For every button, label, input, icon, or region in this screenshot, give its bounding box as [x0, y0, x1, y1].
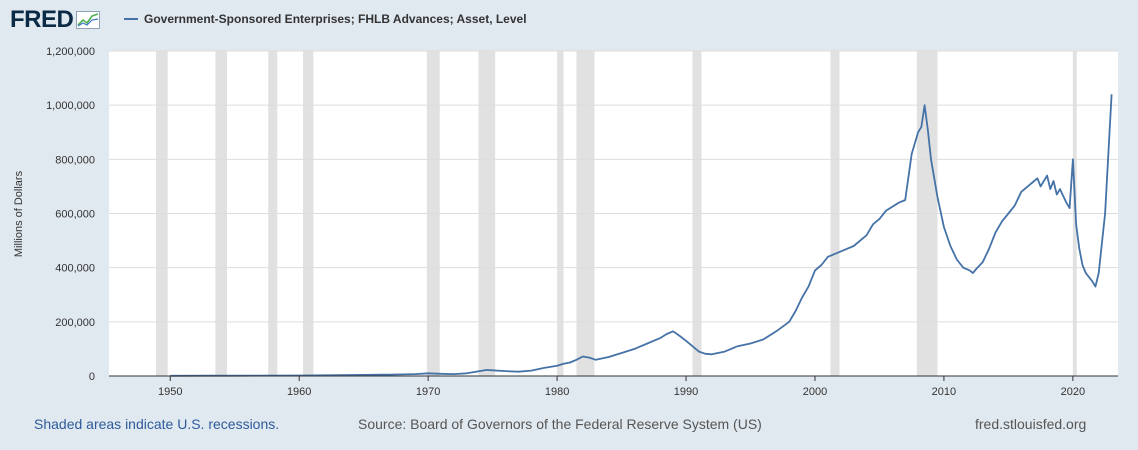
y-tick-label: 400,000	[55, 263, 95, 275]
x-tick-label: 2010	[932, 386, 956, 398]
y-axis-ticks: 0 200,000 400,000 600,000 800,000 1,000,000 1,…	[46, 46, 95, 383]
legend-label: Government-Sponsored Enterprises; FHLB A…	[144, 12, 527, 26]
series-line[interactable]	[170, 94, 1113, 377]
y-tick-label: 600,000	[55, 209, 95, 221]
grid-lines	[109, 50, 1118, 323]
y-tick-label: 1,000,000	[46, 100, 95, 112]
y-tick-label: 0	[89, 371, 95, 383]
source-note: Source: Board of Governors of the Federa…	[358, 416, 762, 432]
trend-graph-icon	[76, 11, 101, 29]
x-tick-label: 1980	[545, 386, 569, 398]
x-tick-label: 1970	[416, 386, 440, 398]
x-tick-label: 1990	[674, 386, 698, 398]
x-tick-label: 1950	[158, 386, 182, 398]
header: FRED Government-Sponsored Enterprises; F…	[0, 0, 1138, 40]
x-tick-label: 1960	[287, 386, 311, 398]
recession-note: Shaded areas indicate U.S. recessions.	[34, 416, 280, 432]
legend-swatch	[124, 18, 138, 20]
site-link[interactable]: fred.stlouisfed.org	[975, 416, 1087, 432]
y-tick-label: 200,000	[55, 317, 95, 329]
chart-legend[interactable]: Government-Sponsored Enterprises; FHLB A…	[124, 12, 527, 26]
y-tick-label: 800,000	[55, 154, 95, 166]
x-axis-ticks: 1950 1960 1970 1980 1990 2000 2010 2020	[158, 376, 1085, 398]
x-tick-label: 2000	[803, 386, 827, 398]
x-tick-label: 2020	[1061, 386, 1085, 398]
fred-logo[interactable]: FRED	[10, 6, 101, 33]
logo-text: FRED	[10, 6, 74, 33]
y-tick-label: 1,200,000	[46, 46, 95, 58]
